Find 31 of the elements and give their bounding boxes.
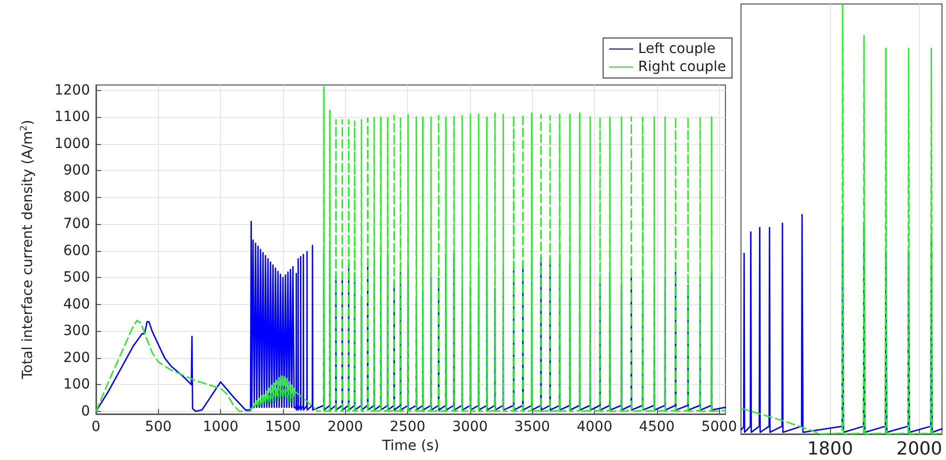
y-tick-label: 1100 [54,109,90,126]
y-tick-label: 700 [63,216,90,232]
x-tick-label: 3500 [514,419,550,435]
y-tick-label: 600 [63,242,90,259]
x-tick-label: 500 [144,419,172,435]
y-tick-label: 900 [63,162,90,179]
y-tick-label: 500 [63,270,90,286]
x-tick-label: 5000 [701,419,738,435]
y-tick-label: 800 [63,189,90,206]
y-axis-title: Total interface current density (A/m2) [20,120,36,380]
x-tick-label: 1800 [807,438,854,460]
y-tick-label: 400 [63,296,90,312]
y-tick-label: 100 [63,376,90,393]
legend-label: Right couple [638,59,726,75]
x-tick-label: 3000 [452,419,488,435]
x-tick-label: 4000 [576,419,612,435]
y-tick-label: 200 [63,350,90,366]
line-series [95,86,726,412]
x-tick-label: 1500 [265,419,301,435]
x-tick-label: 2000 [327,419,364,435]
y-tick-label: 0 [81,403,90,420]
x-tick-label: 2000 [896,438,942,460]
x-axis-title: Time (s) [381,438,440,454]
x-tick-label: 1000 [202,419,238,435]
y-tick-label: 300 [63,323,90,340]
x-tick-label: 2500 [390,419,426,435]
x-tick-label: 0 [92,419,100,435]
legend-label: Left couple [638,41,716,57]
y-tick-label: 1200 [54,82,90,98]
x-tick-label: 4500 [639,419,675,435]
y-tick-label: 1000 [54,136,90,152]
